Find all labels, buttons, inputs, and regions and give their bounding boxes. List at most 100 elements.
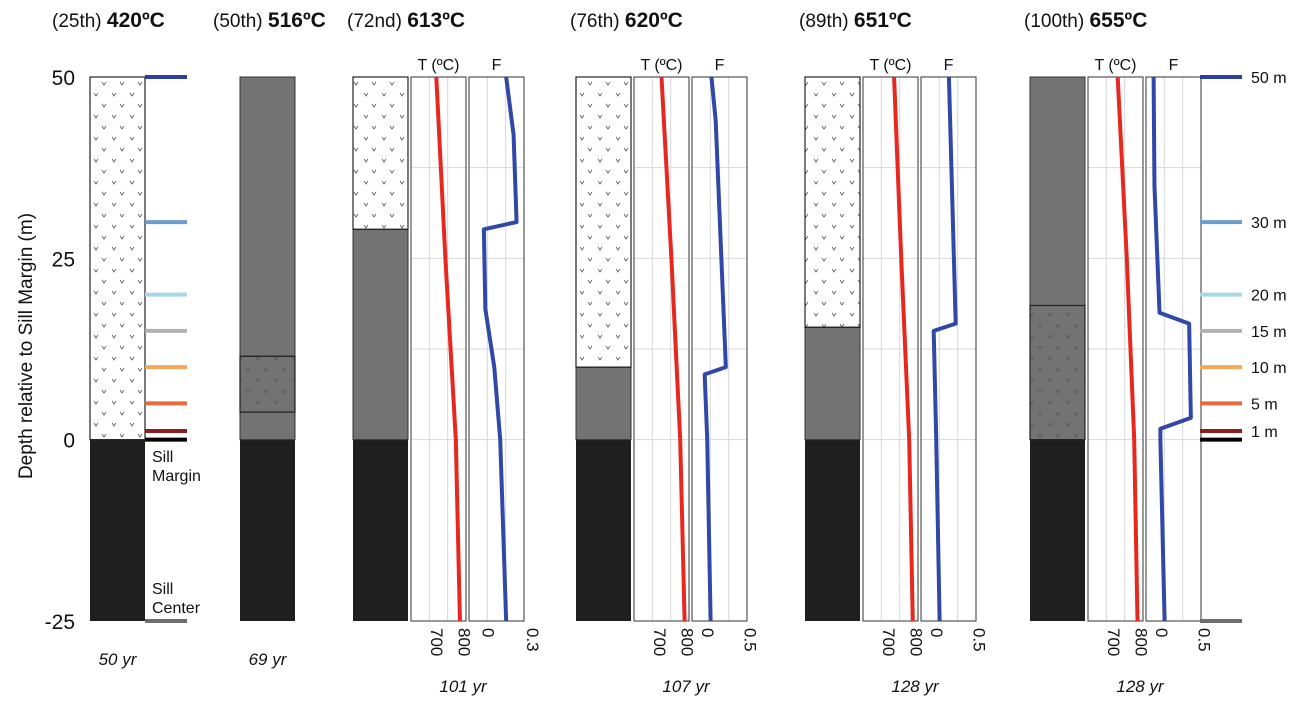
depth-marker-label: 20 m [1251,288,1287,305]
t-plot-frame [1087,76,1144,622]
patterned-host-block [239,355,296,413]
t-axis-title: T (ºC) [418,57,460,74]
patterned-host-block [89,76,146,441]
f-plot-frame [920,76,977,622]
sill-block [805,439,860,621]
y-tick-label: 0 [63,430,75,453]
sill-block [240,439,295,621]
sill-block [90,439,145,621]
sill-margin-label: Sill [152,449,173,466]
f-tick-label: 0 [698,628,717,637]
panel-2: (50th) 516ºC 69 yr [213,9,326,669]
melt-fraction-curve [931,76,958,622]
patterned-host-outline [89,76,146,441]
f-axis-title: F [944,57,954,74]
panel-6: (100th) 655ºC 128 yr T (ºC) F 700 800 0 0.5 [1024,9,1214,696]
time-label: 128 yr [1116,677,1165,696]
percentile-label: (50th) [213,11,268,32]
f-axis-title: F [492,57,502,74]
patterned-host-outline [575,76,632,368]
sill-block [576,439,631,621]
t-plot-frame [862,76,919,622]
gray-host-block [352,228,409,441]
percentile-label: (100th) [1024,11,1089,32]
y-tick-label: 25 [52,248,75,271]
patterned-host-block [804,76,861,328]
peak-temperature-label: 651ºC [854,9,912,32]
t-tick-label: 700 [879,628,898,656]
t-tick-label: 800 [677,628,696,656]
panel-header: (50th) 516ºC [213,9,326,32]
sill-block [1030,439,1085,621]
f-tick-label: 0.5 [1195,628,1214,652]
t-tick-label: 800 [1131,628,1150,656]
peak-temperature-label: 613ºC [407,9,465,32]
melt-fraction-curve [1151,76,1193,622]
sill-center-label: Sill [152,581,173,598]
panel-header: (25th) 420ºC [52,9,165,32]
peak-temperature-label: 655ºC [1089,9,1147,32]
y-tick-label: -25 [45,611,75,634]
f-tick-label: 0 [927,628,946,637]
depth-marker-label: 15 m [1251,324,1287,341]
f-tick-label: 0.3 [523,628,542,652]
temperature-curve [434,76,462,622]
f-tick-label: 0.5 [970,628,989,652]
f-tick-label: 0 [478,628,497,637]
depth-marker-label: 10 m [1251,360,1287,377]
time-label: 69 yr [249,650,288,669]
gray-host-block [575,366,632,441]
panel-1: (25th) 420ºC 50 yr [52,9,165,669]
gray-host-block [804,326,861,441]
percentile-label: (72nd) [347,11,407,32]
patterned-host-block [1029,304,1086,441]
patterned-host-outline [1029,304,1086,441]
panel-4: (76th) 620ºC 107 yr T (ºC) F 700 800 0 0.5 [570,9,760,696]
depth-marker-label: 5 m [1251,396,1278,413]
t-tick-label: 700 [427,628,446,656]
temperature-curve [1115,76,1140,622]
melt-fraction-curve [702,76,728,622]
panel-header: (100th) 655ºC [1024,9,1147,32]
sill-margin-label: Margin [152,468,201,485]
t-plot-frame [410,76,467,622]
t-tick-label: 800 [454,628,473,656]
t-tick-label: 700 [1104,628,1123,656]
melt-fraction-curve [481,76,519,622]
chart-area: 50 25 0 -25 (25th) 420ºC 50 yr (50th) 516ºC 69 … [45,9,1287,696]
f-axis-title: F [1169,57,1179,74]
percentile-label: (76th) [570,11,625,32]
time-label: 101 yr [439,677,488,696]
f-plot-frame [691,76,748,622]
patterned-host-outline [352,76,409,230]
depth-marker-label: 1 m [1251,424,1278,441]
sill-block [353,439,408,621]
temperature-curve [659,76,687,622]
f-plot-frame [468,76,525,622]
t-tick-label: 800 [906,628,925,656]
temperature-curve [892,76,915,622]
patterned-host-block [575,76,632,368]
f-tick-label: 0 [1152,628,1171,637]
patterned-host-outline [239,355,296,413]
y-axis-label: Depth relative to Sill Margin (m) [16,213,37,479]
panel-header: (89th) 651ºC [799,9,912,32]
f-plot-frame [1145,76,1202,622]
depth-marker-label: 50 m [1251,70,1287,87]
time-label: 50 yr [99,650,138,669]
t-axis-title: T (ºC) [641,57,683,74]
panel-3: (72nd) 613ºC 101 yr T (ºC) F 700 800 0 0.3 [347,9,542,696]
panel-5: (89th) 651ºC 128 yr T (ºC) F 700 800 0 0.5 [799,9,989,696]
time-label: 107 yr [662,677,711,696]
peak-temperature-label: 620ºC [625,9,683,32]
t-tick-label: 700 [650,628,669,656]
peak-temperature-label: 516ºC [268,9,326,32]
percentile-label: (25th) [52,11,107,32]
y-tick-label: 50 [52,67,75,90]
percentile-label: (89th) [799,11,854,32]
t-axis-title: T (ºC) [870,57,912,74]
peak-temperature-label: 420ºC [107,9,165,32]
panel-header: (76th) 620ºC [570,9,683,32]
time-label: 128 yr [891,677,940,696]
